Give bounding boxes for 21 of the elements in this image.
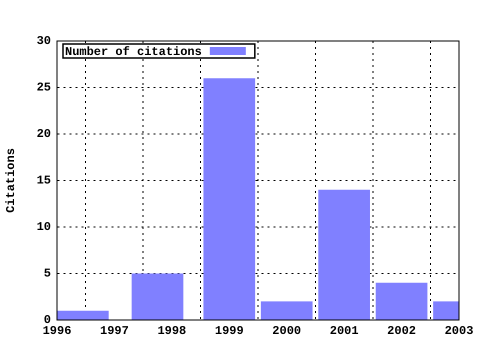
y-tick-label: 30 [36,34,51,48]
bar [318,190,370,320]
x-tick-label: 1998 [157,324,186,338]
x-tick-label: 2000 [272,324,302,338]
x-tick-label: 2002 [387,324,416,338]
x-tick-label: 1999 [214,324,244,338]
bar [203,78,256,320]
y-tick-label: 25 [36,80,51,95]
y-axis-title: Citations [4,148,18,213]
bar [57,310,109,320]
bar [132,274,184,320]
x-tick-label: 2003 [444,324,474,338]
bar [376,282,428,320]
y-tick-label: 5 [44,266,51,281]
x-tick-label: 1997 [100,324,129,338]
y-tick-label: 10 [36,220,51,234]
y-tick-label: 15 [36,174,51,188]
x-tick-label: 2001 [330,324,359,338]
bar [260,301,313,320]
y-tick-label: 20 [36,127,51,142]
legend-label: Number of citations [65,45,202,60]
